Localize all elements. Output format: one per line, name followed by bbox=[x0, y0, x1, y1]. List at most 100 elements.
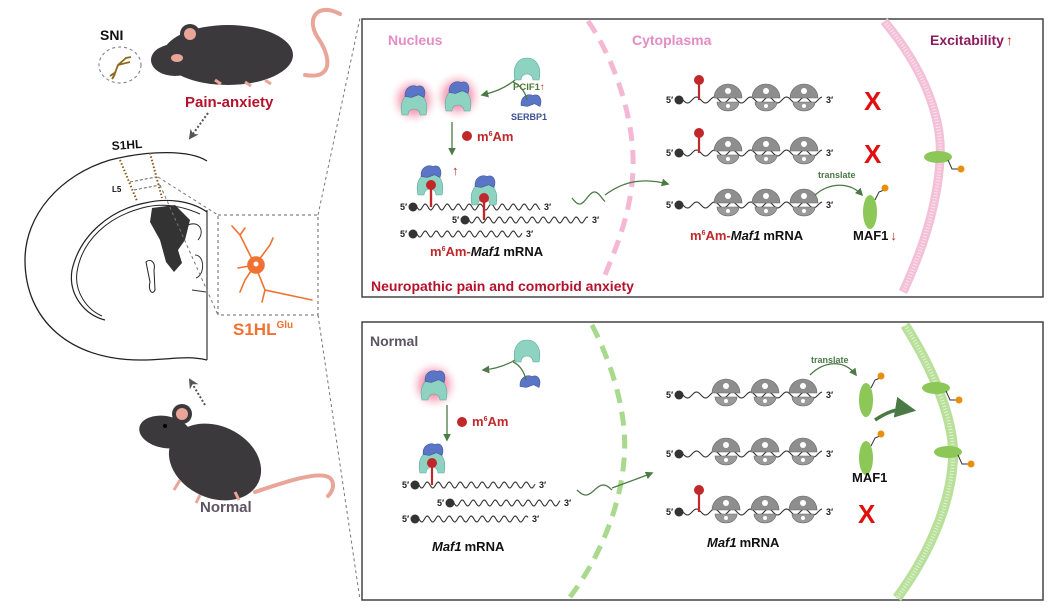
pcif1-protein-icon bbox=[420, 377, 448, 401]
five-prime-label: 5′ bbox=[666, 390, 673, 400]
nuclear-envelope-green bbox=[568, 323, 628, 599]
pcif1-serbp1-complex bbox=[408, 359, 460, 411]
ribosome-highlight bbox=[800, 442, 806, 448]
maf1-protein-icon bbox=[863, 184, 889, 229]
three-prime-label: 3′ bbox=[526, 229, 533, 239]
mrna-strand: 5′ 3′ bbox=[400, 229, 533, 239]
maf1-tail bbox=[945, 390, 958, 401]
normal-panel: Normal 5′ 3′5′ 3′5′ 3′ m6Am Maf1 mRNA 5′ 3′5′… bbox=[361, 321, 1044, 601]
ribosome-highlight bbox=[763, 516, 767, 520]
translation-blocked-x-icon: X bbox=[858, 499, 876, 529]
mrna-line bbox=[418, 481, 536, 489]
cap-icon bbox=[410, 514, 420, 524]
injured-nerve-icon bbox=[98, 46, 142, 84]
ribosome-highlight bbox=[801, 88, 807, 94]
cap-icon bbox=[445, 498, 455, 508]
three-prime-label: 3′ bbox=[539, 480, 546, 490]
excitability-label: Excitability ↑ bbox=[930, 32, 1013, 48]
pain-mouse-illustration bbox=[151, 7, 342, 88]
ribosome-icon bbox=[711, 437, 741, 466]
three-prime-label: 3′ bbox=[532, 514, 539, 524]
ribosome-icon bbox=[751, 136, 781, 165]
mrna-strand: 5′ 3′ bbox=[666, 128, 833, 165]
ribosome-highlight bbox=[801, 458, 805, 462]
cap-icon bbox=[674, 449, 684, 459]
three-prime-label: 3′ bbox=[564, 498, 571, 508]
translate-label-normal: translate bbox=[811, 355, 849, 365]
mrna-strand: 5′ 3′ bbox=[666, 437, 833, 466]
m6am-cap-icon bbox=[694, 75, 704, 85]
nuclear-m6am-maf1-mrna-label: m6Am-Maf1 mRNA bbox=[430, 244, 544, 259]
normal-mouse-illustration bbox=[139, 404, 336, 504]
five-prime-label: 5′ bbox=[400, 202, 407, 212]
cytoplasm-translation-process-normal: 5′ 3′ 5′ 3′ 5′ 3′ X bbox=[666, 363, 975, 529]
cytoplasma-label: Cytoplasma bbox=[632, 32, 712, 48]
membrane-trafficking-arrow bbox=[874, 396, 917, 422]
serbp1-protein-icon bbox=[424, 370, 446, 383]
three-prime-label: 3′ bbox=[592, 215, 599, 225]
ribosome-highlight bbox=[725, 141, 731, 147]
pcif1-serbp1-complex bbox=[388, 74, 440, 126]
maf1-tail bbox=[874, 189, 885, 201]
mrna-strand: 5′ 3′ bbox=[666, 485, 833, 524]
cap-icon bbox=[674, 200, 684, 210]
mrna-strand: 5′ 3′ bbox=[402, 480, 546, 490]
maf1-tail bbox=[870, 435, 881, 447]
ribosome-highlight bbox=[724, 458, 728, 462]
five-prime-label: 5′ bbox=[452, 215, 459, 225]
maf1-protein-icon bbox=[934, 446, 975, 468]
maf1-body bbox=[934, 446, 962, 458]
maf1-decreased-label: MAF1 ↓ bbox=[853, 228, 897, 243]
mrna-line bbox=[418, 515, 529, 523]
serbp1-protein-icon bbox=[519, 375, 541, 388]
pcif1-serbp1-complex bbox=[432, 70, 484, 122]
mrna-strand: 5′ 3′ bbox=[666, 75, 833, 112]
layer-l5-label: L5 bbox=[112, 185, 122, 194]
maf1-tail bbox=[957, 454, 970, 465]
ribosome-highlight bbox=[763, 88, 769, 94]
neuron-zoom-box bbox=[217, 214, 319, 316]
s1hl-dark-region bbox=[150, 205, 190, 272]
maf1-label-normal: MAF1 bbox=[852, 470, 887, 485]
ribosome-highlight bbox=[801, 399, 805, 403]
cytoplasm-translation-process: 5′ 3′ 5′ 3′ 5′ 3′ XX bbox=[666, 75, 965, 229]
m6am-dot-icon bbox=[462, 131, 472, 141]
five-prime-label: 5′ bbox=[437, 498, 444, 508]
ribosome-highlight bbox=[802, 157, 806, 161]
ribosome-highlight bbox=[764, 209, 768, 213]
ribosome-icon bbox=[713, 188, 743, 217]
ribosome-icon bbox=[750, 495, 780, 524]
ribosome-icon bbox=[789, 83, 819, 112]
ribosome-highlight bbox=[723, 383, 729, 389]
m6am-cap-icon bbox=[426, 180, 436, 190]
serbp1-protein-icon bbox=[404, 85, 426, 98]
phosphate-icon bbox=[877, 430, 885, 438]
five-prime-label: 5′ bbox=[666, 449, 673, 459]
ribosome-highlight bbox=[723, 442, 729, 448]
maf1-protein-icon bbox=[859, 430, 885, 475]
five-prime-label: 5′ bbox=[666, 95, 673, 105]
ribosome-highlight bbox=[763, 458, 767, 462]
assembly-arrow bbox=[481, 359, 516, 374]
three-prime-label: 3′ bbox=[544, 202, 551, 212]
ribosome-highlight bbox=[763, 193, 769, 199]
left-panel: SNI Pain-anxiety S1HL bbox=[24, 7, 361, 601]
ribosome-highlight bbox=[764, 104, 768, 108]
pain-panel: Nucleus Cytoplasma Excitability ↑ 5′ 3′ 5′ 3… bbox=[361, 18, 1044, 298]
cap-icon bbox=[674, 95, 684, 105]
mrna-strand: 5′ 3′ bbox=[437, 498, 571, 508]
normal-to-brain-arrow bbox=[188, 378, 206, 406]
ribosome-highlight bbox=[762, 383, 768, 389]
normal-panel-label: Normal bbox=[370, 333, 418, 349]
cytoplasm-maf1-mrna-label: Maf1 mRNA bbox=[707, 535, 780, 550]
phosphate-icon bbox=[881, 184, 889, 192]
cap-icon bbox=[408, 202, 418, 212]
normal-panel-frame bbox=[361, 321, 1044, 601]
phosphate-icon bbox=[967, 460, 975, 468]
ribosome-icon bbox=[750, 378, 780, 407]
three-prime-label: 3′ bbox=[826, 390, 833, 400]
serbp1-protein-icon bbox=[520, 94, 542, 107]
cap-icon bbox=[674, 507, 684, 517]
ribosome-highlight bbox=[802, 104, 806, 108]
cytoplasm-m6am-maf1-mrna-label: m6Am-Maf1 mRNA bbox=[690, 228, 804, 243]
